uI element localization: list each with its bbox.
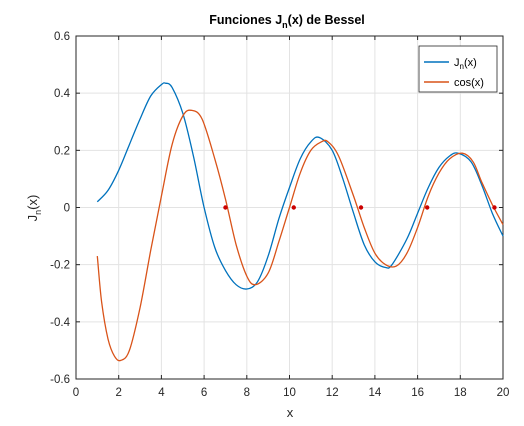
x-tick-label: 18 [454,387,467,399]
x-axis-label: x [287,405,294,420]
chart-title: Funciones Jn(x) de Bessel [209,13,365,30]
x-tick-label: 2 [115,387,121,399]
zero-marker [291,205,296,210]
y-tick-label: 0.2 [54,145,70,157]
x-tick-label: 8 [244,387,250,399]
series-lines [96,82,504,362]
x-tick-label: 0 [73,387,79,399]
y-tick-label: 0 [64,203,70,215]
legend-box [418,45,498,93]
zero-marker [358,205,364,210]
legend-label-cos: cos(x) [454,77,484,89]
zero-markers [223,205,497,210]
zero-marker [223,205,228,210]
y-tick-label: 0.4 [54,88,71,100]
x-tick-label: 10 [283,387,296,399]
y-tick-label: -0.6 [50,374,70,386]
x-tick-label: 12 [326,387,339,399]
series-line-cos [96,109,504,362]
x-tick-label: 14 [369,387,382,399]
legend-label-jn: Jn(x) [454,57,477,71]
y-tick-label: -0.4 [50,317,70,329]
x-tick-label: 4 [158,387,165,399]
y-axis-ticks: -0.6 -0.4 -0.2 0 0.2 0.4 0.6 [50,31,503,386]
x-tick-label: 16 [411,387,424,399]
y-tick-label: -0.2 [50,260,70,272]
series-line-jn [96,82,504,290]
zero-marker [425,205,430,210]
x-tick-label: 20 [497,387,510,399]
x-tick-label: 6 [201,387,207,399]
y-axis-label: Jn(x) [25,195,43,222]
y-tick-label: 0.6 [54,31,70,43]
x-axis-ticks: 0 2 4 6 8 10 12 14 16 18 20 [73,36,510,399]
legend: Jn(x) cos(x) [418,45,498,93]
zero-marker [492,205,497,210]
